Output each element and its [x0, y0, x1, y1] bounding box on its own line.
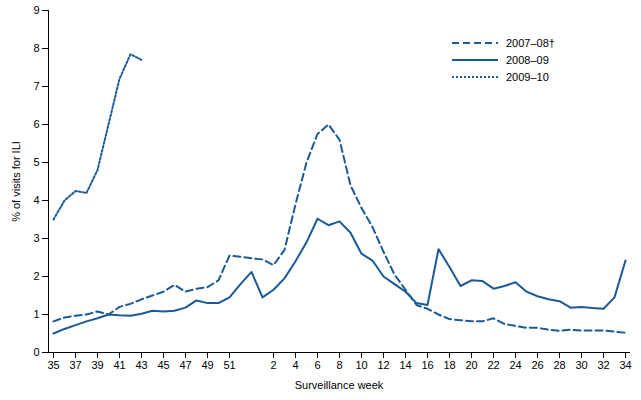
- svg-text:4: 4: [33, 194, 39, 206]
- svg-text:10: 10: [355, 359, 367, 371]
- svg-text:8: 8: [336, 359, 342, 371]
- html-text:2009–10: 2009–10: [506, 70, 549, 83]
- svg-text:3: 3: [33, 232, 39, 244]
- svg-text:24: 24: [509, 359, 521, 371]
- svg-text:34: 34: [619, 359, 631, 371]
- svg-text:4: 4: [292, 359, 298, 371]
- svg-text:12: 12: [377, 359, 389, 371]
- svg-text:18: 18: [443, 359, 455, 371]
- svg-text:14: 14: [399, 359, 411, 371]
- svg-text:45: 45: [157, 359, 169, 371]
- svg-text:2: 2: [270, 359, 276, 371]
- svg-text:26: 26: [531, 359, 543, 371]
- svg-text:8: 8: [33, 42, 39, 54]
- svg-text:47: 47: [179, 359, 191, 371]
- svg-text:28: 28: [553, 359, 565, 371]
- svg-text:41: 41: [113, 359, 125, 371]
- svg-text:2: 2: [33, 270, 39, 282]
- svg-text:1: 1: [33, 308, 39, 320]
- svg-text:0: 0: [33, 346, 39, 358]
- svg-text:Surveillance week: Surveillance week: [295, 379, 384, 391]
- svg-text:51: 51: [223, 359, 235, 371]
- svg-text:% of visits for ILI: % of visits for ILI: [10, 141, 22, 222]
- svg-text:5: 5: [33, 156, 39, 168]
- svg-text:9: 9: [33, 4, 39, 16]
- svg-text:43: 43: [135, 359, 147, 371]
- svg-text:6: 6: [314, 359, 320, 371]
- svg-text:20: 20: [465, 359, 477, 371]
- svg-text:37: 37: [69, 359, 81, 371]
- svg-text:39: 39: [91, 359, 103, 371]
- svg-text:32: 32: [597, 359, 609, 371]
- svg-text:49: 49: [201, 359, 213, 371]
- html-text:2008–09: 2008–09: [506, 53, 549, 66]
- html-text:2007–08†: 2007–08†: [506, 36, 555, 49]
- svg-text:16: 16: [421, 359, 433, 371]
- svg-text:7: 7: [33, 80, 39, 92]
- svg-text:30: 30: [575, 359, 587, 371]
- svg-text:6: 6: [33, 118, 39, 130]
- svg-text:22: 22: [487, 359, 499, 371]
- svg-text:35: 35: [47, 359, 59, 371]
